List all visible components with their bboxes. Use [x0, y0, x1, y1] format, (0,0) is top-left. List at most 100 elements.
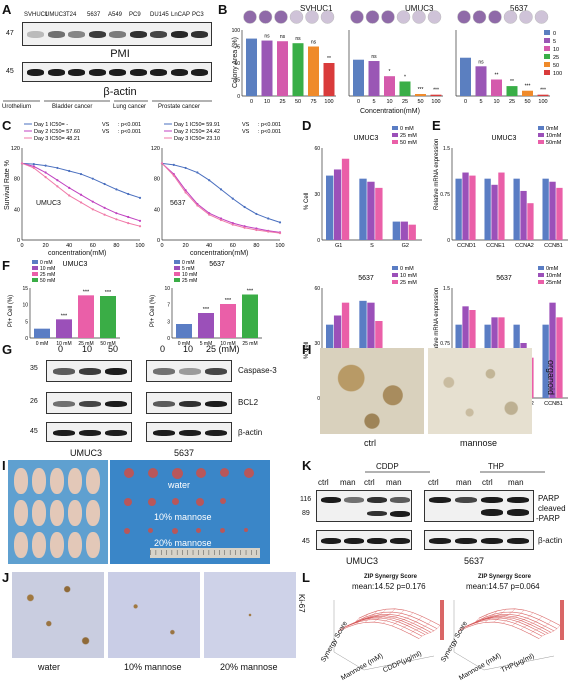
c-series-line [161, 162, 281, 223]
c-point [127, 192, 130, 196]
tumor [196, 498, 204, 506]
c-point [44, 164, 47, 167]
tumor [124, 468, 134, 478]
d-bot-legend-text: 0 mM [400, 266, 414, 272]
c-point [278, 232, 282, 235]
j-side-ki67: Ki-67 [297, 594, 306, 613]
f-bar [198, 313, 214, 338]
e-top-bar [549, 181, 556, 240]
b-ytick: 50 [234, 61, 240, 67]
b-title-umuc3: UMUC3 [405, 4, 434, 13]
c-ylabel: Survival Rate % [4, 160, 11, 210]
e-top-tick: CCNE1 [486, 243, 505, 249]
k-lane-ctrl-2: ctrl [364, 478, 375, 487]
lane-label: 5637 [87, 12, 101, 18]
c-point [32, 163, 35, 166]
actin-band [88, 69, 106, 76]
c-point [44, 176, 47, 179]
k-marker-45: 45 [302, 538, 310, 545]
c-point [255, 228, 258, 232]
f-cell: UMUC3 [63, 261, 88, 268]
e-bot-legend-text: 10mM [546, 273, 562, 279]
colony-well [396, 10, 411, 24]
c-point [79, 193, 83, 196]
l-surface-line [352, 613, 435, 632]
f-ytick: 5 [25, 319, 28, 325]
k-lane-man-4: man [508, 478, 524, 487]
mice-photo [8, 460, 108, 564]
b-bar [491, 79, 502, 96]
l-surface-line [346, 616, 429, 634]
tumor [124, 498, 132, 506]
l-surface-line [346, 613, 369, 628]
colony-well [258, 10, 273, 24]
tumor [220, 498, 226, 504]
d-top-legend-swatch [392, 126, 398, 130]
e-bot-legend-swatch [538, 280, 544, 284]
lane-label: SVHUC1 [24, 12, 49, 18]
d-top-ylabel: % Cell [304, 193, 310, 210]
mouse [86, 500, 100, 526]
b-legend-swatch [544, 38, 550, 43]
g-marker-45: 45 [30, 428, 38, 435]
pmi-band [47, 31, 65, 38]
b-tick: 0 [250, 99, 253, 105]
tumor [148, 468, 158, 478]
g-actin-blot-5637 [146, 422, 232, 442]
c-point [138, 225, 142, 228]
pmi-band [88, 31, 106, 38]
g-caspase-blot-umuc3 [46, 360, 132, 382]
tumor [148, 528, 153, 533]
c-cell-umuc3: UMUC3 [36, 200, 61, 207]
colony-well [472, 10, 487, 24]
c-point [267, 230, 270, 233]
e-top-bar [520, 190, 527, 240]
b-bar [522, 90, 533, 96]
c-p: : p<0.001 [118, 122, 141, 128]
mouse [86, 468, 100, 494]
k-lane-ctrl-1: ctrl [318, 478, 329, 487]
c-point [243, 226, 246, 229]
e-top-legend-text: 10mM [546, 133, 562, 139]
f-legend-swatch [174, 266, 180, 270]
k-lane-man-1: man [340, 478, 356, 487]
c-point [68, 186, 71, 189]
colony-well [519, 10, 533, 24]
tissue-brackets [3, 100, 212, 102]
e-top-tick: CCNA2 [515, 243, 534, 249]
g-conc-50: 50 [108, 344, 119, 354]
b-tick: 100 [324, 99, 333, 105]
l-title-right: ZIP Synergy Score [478, 574, 531, 580]
panel-label-k: K [302, 458, 312, 473]
c-point [91, 208, 94, 211]
e-top-bar [491, 184, 498, 240]
g-conc-r25: 25 (mM) [206, 344, 240, 354]
panel-label-f: F [2, 258, 10, 273]
mouse [86, 532, 100, 558]
colony-well [320, 10, 335, 24]
k-drug-thp: THP [488, 462, 504, 471]
mouse [32, 500, 46, 526]
g-actin-blot-umuc3 [46, 422, 132, 442]
e-top-legend-text: 50mM [546, 140, 562, 146]
b-legend-text: 50 [553, 63, 559, 69]
f-tick: 0 mM [36, 341, 49, 347]
c-point [56, 179, 59, 182]
c-xtick: 100 [275, 243, 284, 249]
e-top-ytick: 0.75 [440, 192, 450, 198]
k-parp-blot-5637 [424, 490, 534, 522]
mouse [32, 532, 46, 558]
c-xtick: 20 [183, 243, 189, 249]
l-surface-line [466, 616, 549, 634]
actin-band [68, 69, 85, 76]
e-bot-legend-swatch [538, 266, 544, 270]
l-surface-line [466, 613, 489, 628]
f-ylabel: PI+ Cell (%) [150, 295, 156, 327]
c-point [184, 189, 187, 192]
l-surface-line [520, 616, 543, 630]
tumor [148, 498, 156, 506]
tissue-lung: Lung cancer [113, 104, 147, 110]
b-tick: 50 [295, 99, 301, 105]
c-series-line [21, 162, 141, 199]
